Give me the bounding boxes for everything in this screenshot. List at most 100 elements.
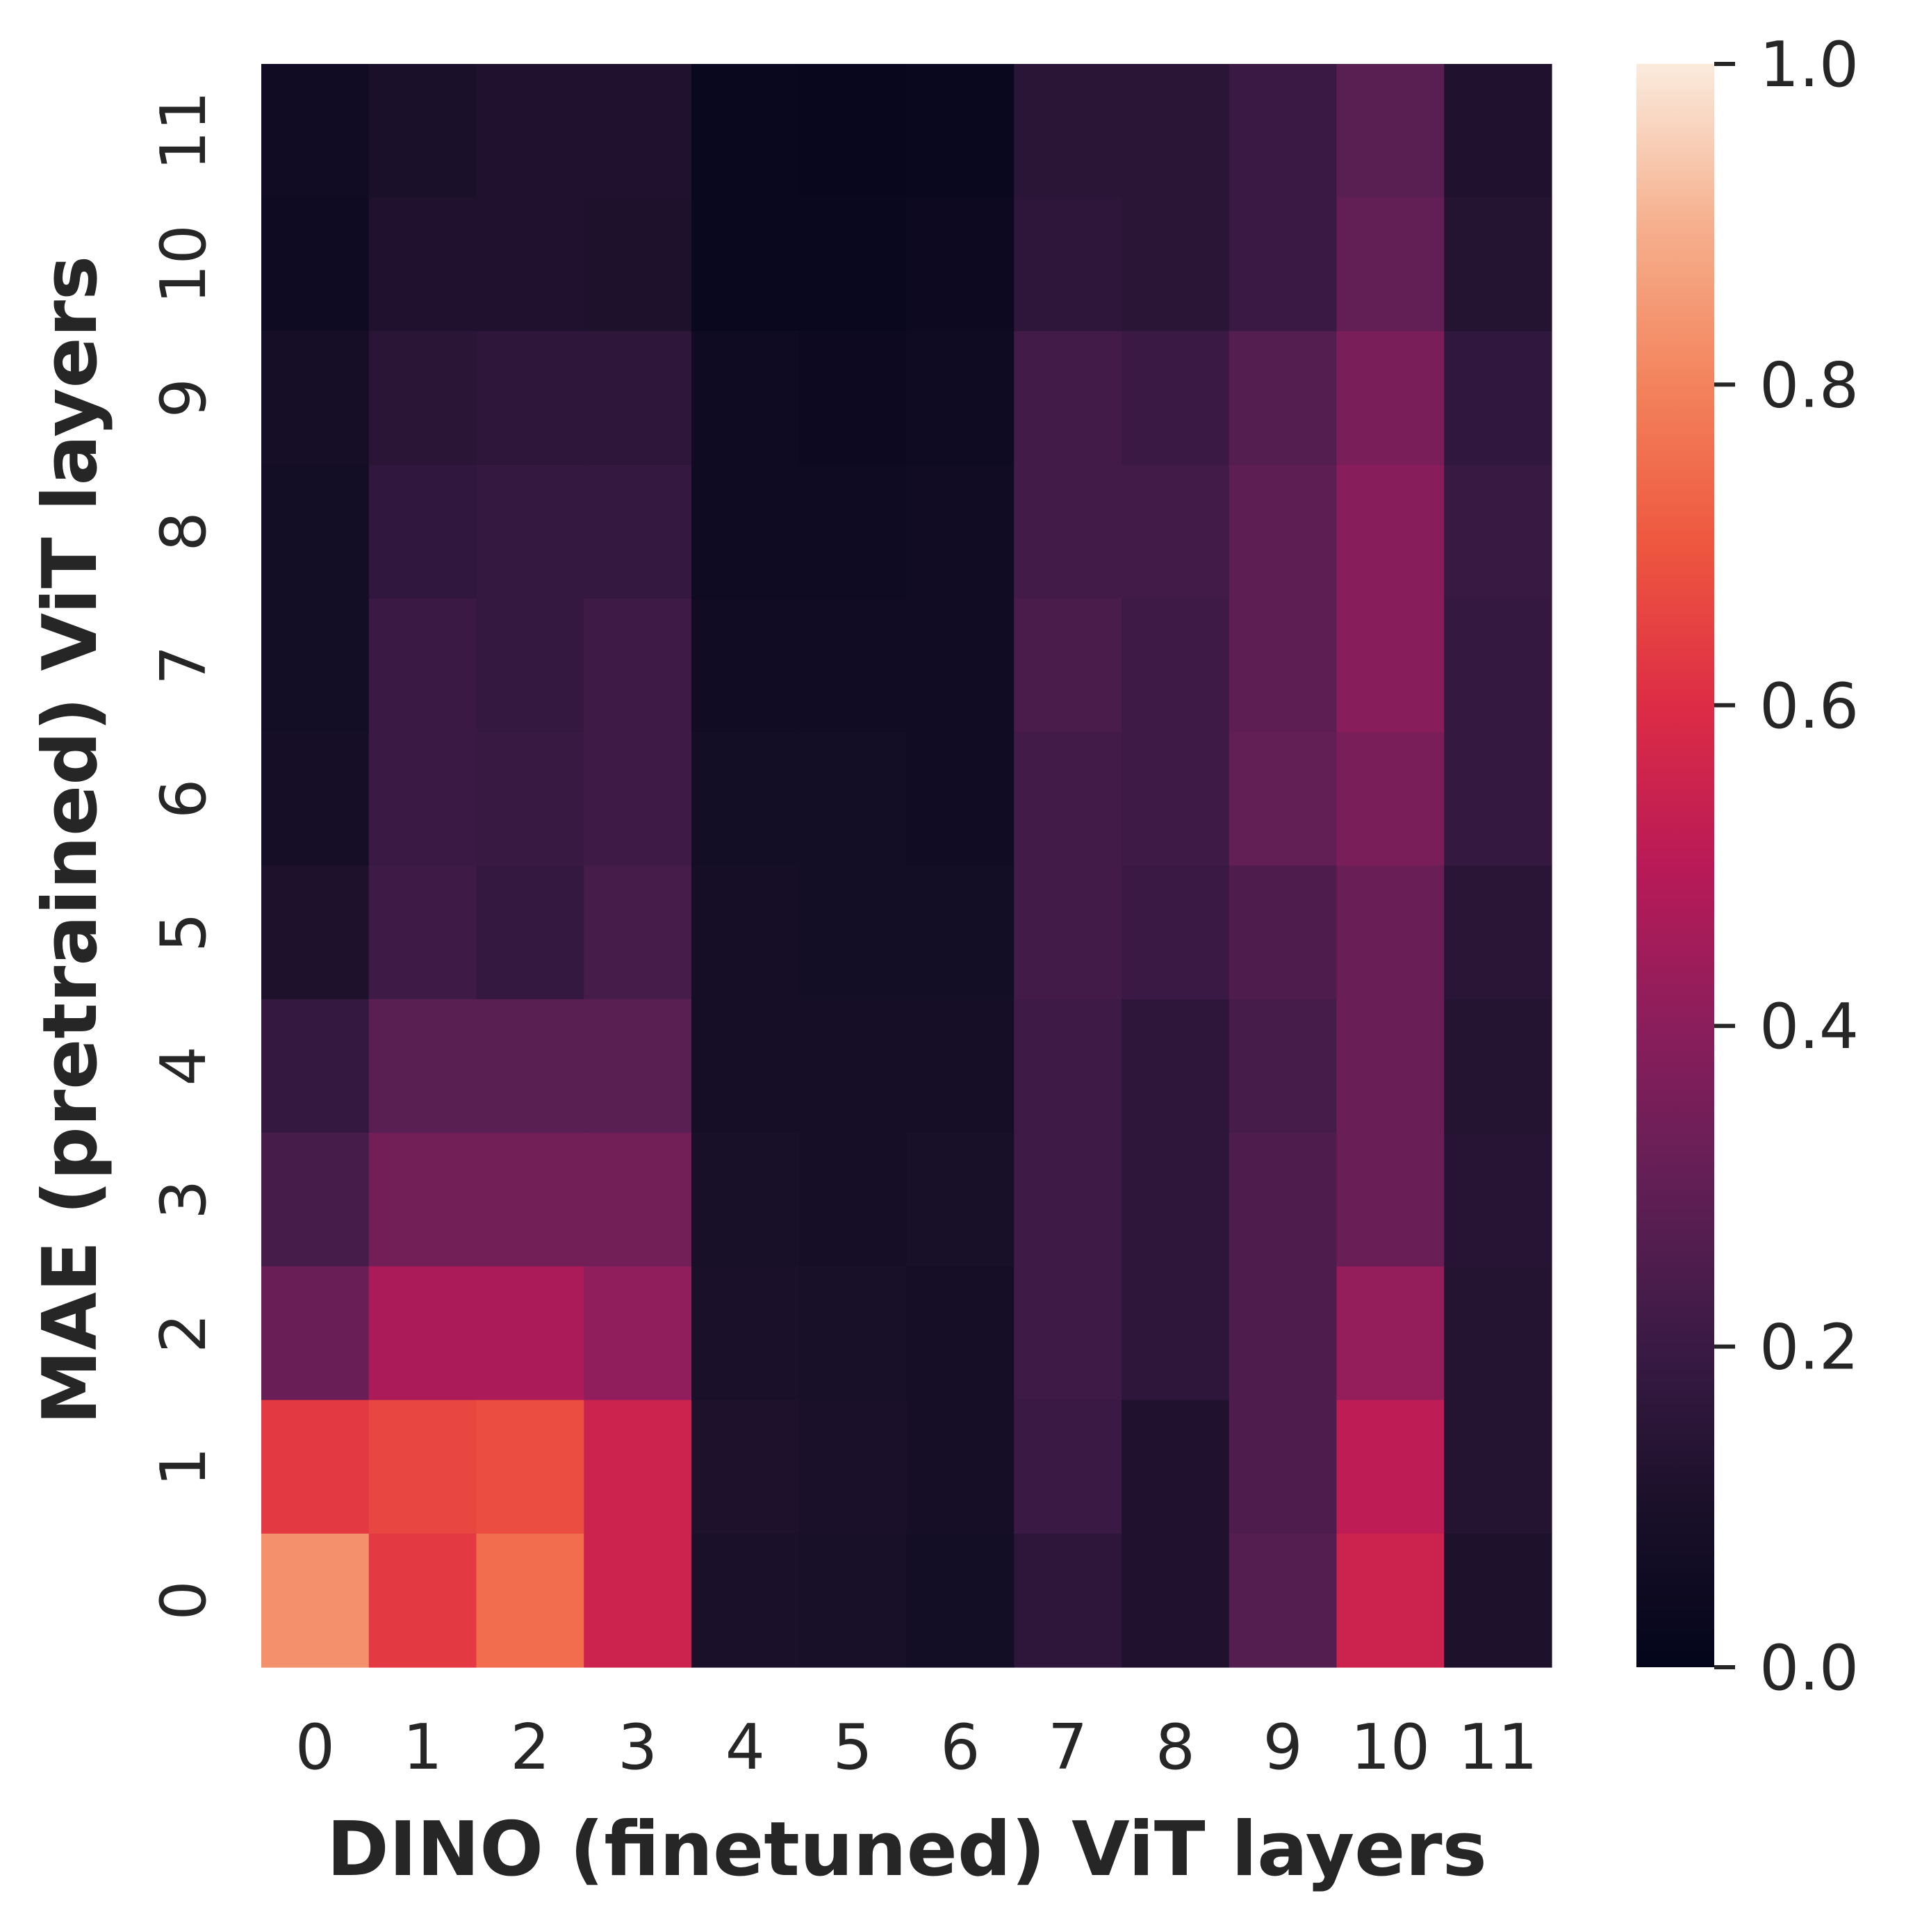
heatmap-cell-y1-x11 bbox=[1444, 1400, 1552, 1534]
x-tick-label: 7 bbox=[1048, 1711, 1087, 1784]
heatmap-cell-y5-x0 bbox=[261, 865, 370, 1000]
heatmap-cell-y3-x6 bbox=[906, 1133, 1015, 1267]
heatmap-cell-y1-x6 bbox=[906, 1400, 1015, 1534]
heatmap-cell-y5-x2 bbox=[476, 865, 584, 1000]
heatmap-cell-y2-x3 bbox=[584, 1266, 692, 1401]
heatmap-cell-y7-x9 bbox=[1229, 598, 1338, 732]
heatmap-cell-y0-x8 bbox=[1122, 1533, 1230, 1668]
x-tick-label: 10 bbox=[1351, 1711, 1431, 1784]
heatmap-cell-y11-x7 bbox=[1014, 64, 1122, 198]
heatmap-cell-y6-x10 bbox=[1336, 732, 1445, 867]
heatmap-cell-y9-x5 bbox=[798, 331, 907, 466]
heatmap-cell-y11-x4 bbox=[691, 64, 800, 198]
heatmap-cell-y5-x10 bbox=[1336, 865, 1445, 1000]
heatmap-cell-y3-x10 bbox=[1336, 1133, 1445, 1267]
x-tick-label: 3 bbox=[618, 1711, 657, 1784]
y-tick-label: 3 bbox=[147, 1179, 220, 1219]
heatmap-cell-y3-x9 bbox=[1229, 1133, 1338, 1267]
heatmap-cell-y5-x8 bbox=[1122, 865, 1230, 1000]
heatmap-cell-y1-x10 bbox=[1336, 1400, 1445, 1534]
heatmap-cell-y4-x3 bbox=[584, 999, 692, 1133]
heatmap-cell-y7-x3 bbox=[584, 598, 692, 732]
heatmap-cell-y6-x4 bbox=[691, 732, 800, 867]
heatmap-cell-y11-x3 bbox=[584, 64, 692, 198]
heatmap-cell-y9-x10 bbox=[1336, 331, 1445, 466]
heatmap-cell-y7-x2 bbox=[476, 598, 584, 732]
heatmap-cell-y11-x6 bbox=[906, 64, 1015, 198]
heatmap-cell-y4-x8 bbox=[1122, 999, 1230, 1133]
heatmap-cell-y1-x3 bbox=[584, 1400, 692, 1534]
heatmap-cell-y10-x10 bbox=[1336, 197, 1445, 332]
heatmap-cell-y2-x5 bbox=[798, 1266, 907, 1401]
heatmap-cell-y0-x6 bbox=[906, 1533, 1015, 1668]
heatmap-cell-y10-x1 bbox=[368, 197, 477, 332]
heatmap-cell-y11-x11 bbox=[1444, 64, 1552, 198]
heatmap-cell-y8-x8 bbox=[1122, 464, 1230, 599]
heatmap-cell-y5-x6 bbox=[906, 865, 1015, 1000]
y-tick-label: 2 bbox=[147, 1313, 220, 1353]
colorbar-tick-label: 0.6 bbox=[1759, 670, 1859, 743]
heatmap-cell-y8-x10 bbox=[1336, 464, 1445, 599]
heatmap-cell-y7-x6 bbox=[906, 598, 1015, 732]
heatmap-cell-y10-x9 bbox=[1229, 197, 1338, 332]
heatmap-cell-y2-x10 bbox=[1336, 1266, 1445, 1401]
heatmap-cell-y0-x2 bbox=[476, 1533, 584, 1668]
x-tick-label: 1 bbox=[402, 1711, 442, 1784]
heatmap-cell-y9-x7 bbox=[1014, 331, 1122, 466]
heatmap-cell-y1-x9 bbox=[1229, 1400, 1338, 1534]
heatmap-cell-y8-x3 bbox=[584, 464, 692, 599]
heatmap-cell-y5-x4 bbox=[691, 865, 800, 1000]
heatmap-cell-y9-x6 bbox=[906, 331, 1015, 466]
heatmap-cell-y6-x9 bbox=[1229, 732, 1338, 867]
heatmap-cell-y7-x4 bbox=[691, 598, 800, 732]
y-tick-label: 1 bbox=[147, 1447, 220, 1487]
heatmap-cell-y0-x4 bbox=[691, 1533, 800, 1668]
heatmap-cell-y3-x2 bbox=[476, 1133, 584, 1267]
heatmap-cell-y11-x9 bbox=[1229, 64, 1338, 198]
heatmap-cell-y5-x1 bbox=[368, 865, 477, 1000]
heatmap-cell-y6-x2 bbox=[476, 732, 584, 867]
heatmap-cell-y1-x2 bbox=[476, 1400, 584, 1534]
heatmap-cell-y5-x5 bbox=[798, 865, 907, 1000]
heatmap-cell-y2-x0 bbox=[261, 1266, 370, 1401]
heatmap-cell-y5-x11 bbox=[1444, 865, 1552, 1000]
heatmap-cell-y5-x9 bbox=[1229, 865, 1338, 1000]
y-tick-label: 11 bbox=[147, 91, 220, 171]
heatmap-cell-y2-x4 bbox=[691, 1266, 800, 1401]
heatmap-cell-y7-x1 bbox=[368, 598, 477, 732]
heatmap-cell-y10-x4 bbox=[691, 197, 800, 332]
heatmap-cell-y6-x8 bbox=[1122, 732, 1230, 867]
heatmap-cell-y1-x8 bbox=[1122, 1400, 1230, 1534]
colorbar bbox=[1636, 64, 1714, 1667]
heatmap-cell-y7-x7 bbox=[1014, 598, 1122, 732]
heatmap-cell-y4-x11 bbox=[1444, 999, 1552, 1133]
x-tick-label: 11 bbox=[1458, 1711, 1538, 1784]
heatmap-cell-y2-x6 bbox=[906, 1266, 1015, 1401]
heatmap-cell-y9-x2 bbox=[476, 331, 584, 466]
y-tick-label: 10 bbox=[147, 224, 220, 304]
heatmap-cell-y10-x5 bbox=[798, 197, 907, 332]
heatmap-cell-y11-x8 bbox=[1122, 64, 1230, 198]
x-tick-label: 2 bbox=[510, 1711, 550, 1784]
heatmap-cell-y1-x4 bbox=[691, 1400, 800, 1534]
heatmap-cell-y3-x1 bbox=[368, 1133, 477, 1267]
heatmap-cell-y4-x5 bbox=[798, 999, 907, 1133]
heatmap-cell-y4-x2 bbox=[476, 999, 584, 1133]
heatmap-cell-y11-x2 bbox=[476, 64, 584, 198]
heatmap-cell-y0-x5 bbox=[798, 1533, 907, 1668]
heatmap-cell-y6-x0 bbox=[261, 732, 370, 867]
heatmap-cell-y8-x11 bbox=[1444, 464, 1552, 599]
y-tick-label: 0 bbox=[147, 1580, 220, 1620]
heatmap-cell-y10-x6 bbox=[906, 197, 1015, 332]
heatmap-cell-y3-x5 bbox=[798, 1133, 907, 1267]
heatmap-cell-y8-x2 bbox=[476, 464, 584, 599]
heatmap-cell-y6-x1 bbox=[368, 732, 477, 867]
heatmap-cell-y0-x11 bbox=[1444, 1533, 1552, 1668]
y-tick-label: 9 bbox=[147, 378, 220, 418]
heatmap-cell-y3-x3 bbox=[584, 1133, 692, 1267]
heatmap-cell-y4-x9 bbox=[1229, 999, 1338, 1133]
heatmap-cell-y6-x3 bbox=[584, 732, 692, 867]
heatmap-cell-y1-x1 bbox=[368, 1400, 477, 1534]
heatmap-cell-y10-x3 bbox=[584, 197, 692, 332]
